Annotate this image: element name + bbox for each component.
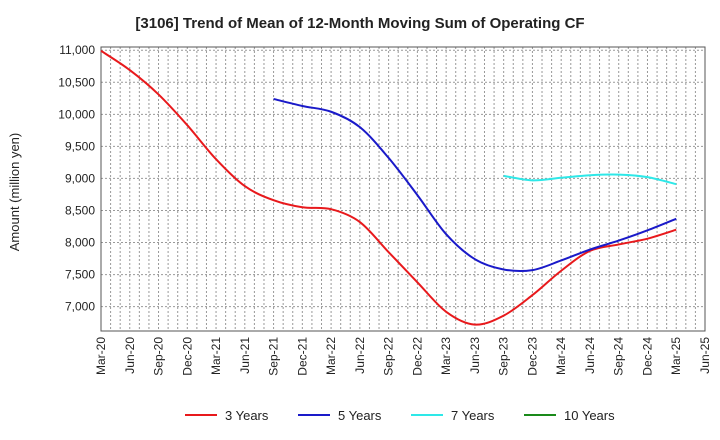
x-tick-label: Sep-23 [497,337,511,376]
x-tick-label: Mar-21 [209,337,223,375]
x-tick-label: Jun-23 [468,337,482,374]
series-layer [100,50,677,326]
y-tick-label: 8,000 [65,236,95,250]
y-tick-label: 7,000 [65,300,95,314]
x-tick-label: Sep-22 [382,337,396,376]
x-tick-label: Jun-22 [353,337,367,374]
x-tick-label: Mar-23 [439,337,453,375]
x-tick-label: Dec-22 [410,337,424,376]
y-tick-label: 10,000 [58,107,95,121]
x-tick-label: Jun-24 [583,337,597,374]
x-tick-label: Dec-20 [180,337,194,376]
legend: 3 Years 5 Years 7 Years 10 Years [185,408,615,423]
legend-label-10-years: 10 Years [564,408,615,423]
chart-title: [3106] Trend of Mean of 12-Month Moving … [135,15,584,32]
y-tick-label: 7,500 [65,268,95,282]
series-line-5-years [273,97,677,273]
x-tick-label: Mar-24 [554,337,568,375]
x-tick-label: Dec-24 [640,337,654,376]
x-tick-label: Sep-20 [152,337,166,376]
y-axis-label: Amount (million yen) [7,133,22,252]
x-tick-label: Jun-20 [123,337,137,374]
legend-label-5-years: 5 Years [338,408,382,423]
x-tick-labels: Mar-20 Jun-20 Sep-20 Dec-20 Mar-21 Jun-21 Sep-… [94,337,712,376]
legend-label-3-years: 3 Years [225,408,269,423]
x-tick-label: Mar-25 [669,337,683,375]
grid-layer [101,47,705,331]
series-line-7-years [503,173,677,186]
x-tick-label: Mar-20 [94,337,108,375]
x-tick-label: Dec-23 [525,337,539,376]
x-tick-label: Mar-22 [324,337,338,375]
x-tick-label: Jun-25 [698,337,712,374]
x-tick-label: Sep-24 [612,337,626,376]
x-tick-label: Dec-21 [295,337,309,376]
legend-label-7-years: 7 Years [451,408,495,423]
x-tick-label: Sep-21 [267,337,281,376]
plot-frame [100,46,706,332]
y-tick-label: 9,500 [65,139,95,153]
y-tick-label: 11,000 [59,43,95,57]
x-tick-label: Jun-21 [238,337,252,374]
y-tick-label: 10,500 [58,75,95,89]
series-line-3-years [100,50,677,326]
y-tick-labels: 7,000 7,500 8,000 8,500 9,000 9,500 10,000 10,5… [58,43,95,313]
y-tick-label: 8,500 [65,203,95,217]
y-tick-label: 9,000 [65,171,95,185]
